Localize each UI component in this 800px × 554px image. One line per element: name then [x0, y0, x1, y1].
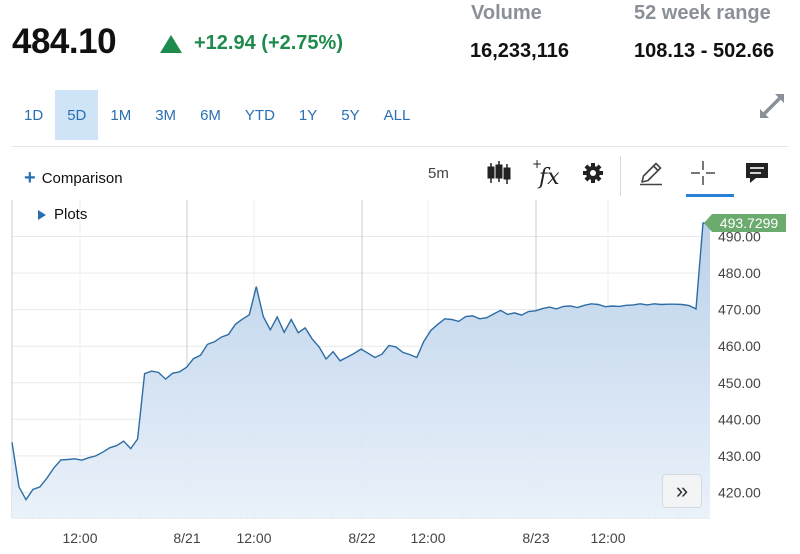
- quote-price: 484.10: [12, 22, 117, 61]
- y-tick-label: 430.00: [718, 448, 761, 464]
- x-axis: 12:00 8/21 12:00 8/22 12:00 8/23 12:00: [62, 530, 625, 546]
- last-price-tag: 493.7299: [704, 214, 786, 233]
- tab-all[interactable]: ALL: [383, 106, 411, 124]
- x-tick-label: 8/23: [522, 530, 549, 546]
- x-tick-label: 12:00: [410, 530, 445, 546]
- x-tick-label: 12:00: [236, 530, 271, 546]
- y-axis: 420.00 430.00 440.00 450.00 460.00 470.00 480.…: [718, 229, 761, 501]
- toolbar-divider-top: [12, 146, 788, 147]
- tab-1m[interactable]: 1M: [110, 106, 132, 124]
- comparison-button[interactable]: + Comparison: [24, 168, 123, 188]
- caret-right-icon: [38, 209, 46, 220]
- range-label: 52 week range: [634, 2, 771, 24]
- function-icon[interactable]: + fx: [532, 157, 562, 189]
- last-price-tag-label: 493.7299: [720, 215, 779, 231]
- tab-5d[interactable]: 5D: [55, 90, 99, 140]
- comparison-label: Comparison: [41, 169, 123, 187]
- x-tick-label: 12:00: [62, 530, 97, 546]
- tab-3m[interactable]: 3M: [155, 106, 177, 124]
- price-line: [11, 222, 710, 502]
- y-tick-label: 420.00: [718, 484, 761, 500]
- y-tick-label: 490.00: [718, 229, 761, 245]
- comment-icon[interactable]: [744, 160, 770, 186]
- double-chevron-right-icon: »: [675, 478, 689, 503]
- volume-label: Volume: [471, 2, 542, 24]
- gear-icon[interactable]: [580, 160, 606, 186]
- last-price-tag-bg: [704, 214, 786, 233]
- range-value: 108.13 - 502.66: [634, 40, 775, 62]
- plots-label: Plots: [54, 206, 88, 223]
- volume-value: 16,233,116: [470, 40, 569, 62]
- pencil-icon[interactable]: [638, 160, 664, 186]
- tab-ytd[interactable]: YTD: [244, 106, 275, 124]
- period-tabs: 1D 5D 1M 3M 6M YTD 1Y 5Y ALL: [12, 90, 422, 140]
- y-tick-label: 480.00: [718, 265, 761, 281]
- expand-icon[interactable]: [754, 88, 790, 124]
- y-tick-label: 440.00: [718, 411, 761, 427]
- price-change-value: +12.94 (+2.75%): [194, 32, 343, 54]
- price-change: +12.94 (+2.75%): [160, 32, 343, 55]
- interval-selector[interactable]: 5m: [428, 165, 449, 182]
- candlestick-icon[interactable]: [486, 160, 512, 186]
- x-tick-label: 8/22: [348, 530, 375, 546]
- plots-toggle[interactable]: Plots: [38, 206, 87, 223]
- tab-6m[interactable]: 6M: [200, 106, 221, 124]
- up-arrow-icon: [160, 34, 182, 53]
- toolbar-divider: [620, 156, 621, 196]
- x-tick-label: 12:00: [590, 530, 625, 546]
- price-chart[interactable]: 420.00 430.00 440.00 450.00 460.00 470.00 480.…: [0, 196, 800, 554]
- y-tick-label: 460.00: [718, 338, 761, 354]
- svg-text:+: +: [532, 157, 542, 171]
- tab-1d[interactable]: 1D: [24, 106, 44, 124]
- crosshair-active-indicator: [686, 194, 734, 197]
- x-tick-label: 8/21: [173, 530, 200, 546]
- tab-5y[interactable]: 5Y: [341, 106, 360, 124]
- plus-icon: +: [24, 167, 36, 189]
- tab-1y[interactable]: 1Y: [298, 106, 318, 124]
- function-icon-label: fx: [537, 165, 560, 189]
- y-tick-label: 470.00: [718, 302, 761, 318]
- crosshair-icon[interactable]: [690, 160, 716, 186]
- scroll-to-latest-button[interactable]: »: [662, 474, 702, 508]
- price-area: [12, 223, 710, 518]
- y-tick-label: 450.00: [718, 375, 761, 391]
